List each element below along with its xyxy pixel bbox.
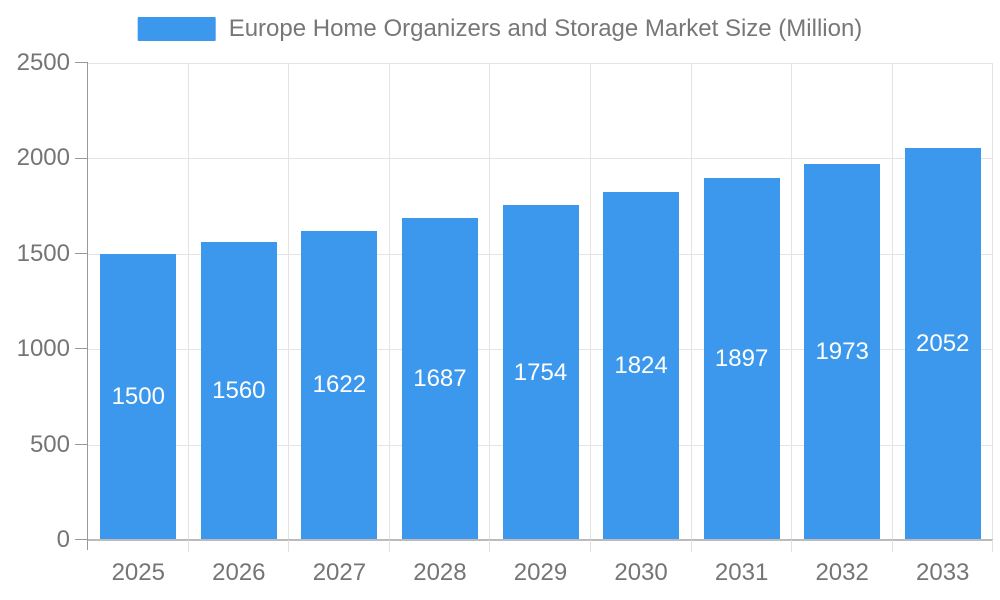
bar-value-label: 1824 [614,351,668,379]
x-axis-tick [388,540,390,552]
x-axis-tick [187,540,189,552]
gridline-vertical [891,63,893,540]
legend-label: Europe Home Organizers and Storage Marke… [228,15,863,42]
bar-2031[interactable]: 1897 [703,178,780,540]
y-axis-tick [75,62,88,64]
gridline-horizontal [88,63,993,64]
x-axis-tick [590,540,592,552]
x-axis-tick [791,540,793,552]
x-axis-tick [891,540,893,552]
bar-2029[interactable]: 1754 [502,205,579,540]
x-axis-label-2031: 2031 [714,559,769,586]
y-axis-label: 0 [56,526,70,553]
x-axis-label-2030: 2030 [614,559,668,586]
bar-2030[interactable]: 1824 [603,191,680,540]
bar-value-label: 1687 [413,365,467,393]
x-axis-label-2033: 2033 [916,559,970,586]
x-axis-label-2025: 2025 [111,559,165,586]
y-axis-label: 2500 [16,49,70,76]
x-axis-tick [288,540,290,552]
x-axis-tick [489,540,491,552]
bar-value-label: 1754 [513,358,568,386]
gridline-vertical [388,63,390,540]
bar-2032[interactable]: 1973 [804,163,881,540]
y-axis-label: 500 [29,430,70,458]
x-axis-label-2029: 2029 [513,559,568,586]
y-axis-tick [75,348,88,350]
legend-swatch [137,17,216,41]
bar-2028[interactable]: 1687 [401,218,478,540]
x-axis-label-2032: 2032 [815,559,869,586]
gridline-vertical [992,63,994,540]
bar-value-label: 1500 [111,382,165,410]
gridline-vertical [288,63,290,540]
y-axis-line [86,63,88,550]
y-axis-tick [75,539,88,541]
gridline-vertical [690,63,692,540]
bar-2033[interactable]: 2052 [904,148,981,540]
legend-item[interactable]: Europe Home Organizers and Storage Marke… [137,15,863,43]
y-axis-label: 2000 [16,144,70,172]
y-axis-label: 1000 [16,335,70,363]
y-axis-tick [75,157,88,159]
x-axis-label-2026: 2026 [212,559,266,586]
x-axis-tick [690,540,692,552]
bar-value-label: 1622 [312,371,367,399]
x-axis-label-2027: 2027 [312,559,367,586]
gridline-horizontal [88,158,993,160]
bar-value-label: 2052 [916,330,970,358]
gridline-vertical [791,63,793,540]
bar-value-label: 1897 [714,345,769,373]
gridline-vertical [187,63,189,540]
bar-value-label: 1560 [212,377,266,405]
x-axis-label-2028: 2028 [413,559,467,586]
x-axis-tick [992,540,994,552]
bar-2027[interactable]: 1622 [301,230,378,540]
plot-area: 1500 1560 1622 1687 1754 1824 1897 1973 2052 [88,63,994,541]
y-axis-tick [75,443,88,445]
x-axis-line [88,539,993,541]
bar-2026[interactable]: 1560 [200,242,277,540]
y-axis-label: 1500 [16,239,70,267]
gridline-vertical [590,63,592,540]
gridline-vertical [489,63,491,540]
y-axis-tick [75,253,88,255]
bar-2025[interactable]: 1500 [100,253,177,540]
bar-value-label: 1973 [815,337,869,365]
